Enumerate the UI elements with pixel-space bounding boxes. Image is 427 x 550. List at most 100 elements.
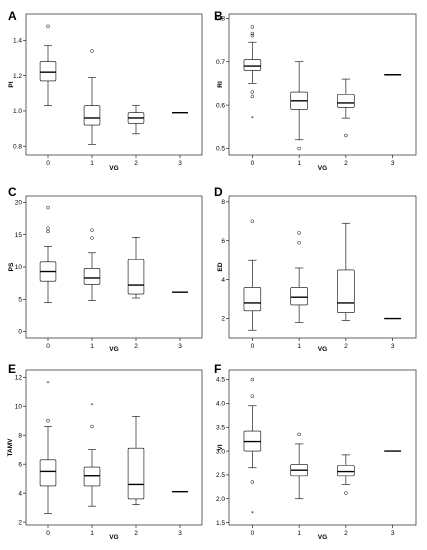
box-iqr (39, 61, 57, 82)
y-axis-label: PI (8, 81, 15, 87)
outlier-point (344, 491, 348, 495)
box-iqr (127, 258, 145, 295)
x-tick-label: 2 (344, 530, 348, 537)
outlier-point (250, 90, 255, 94)
x-tick-label: 0 (46, 160, 50, 167)
outlier-point (297, 146, 301, 151)
panel-d: D 2 4 6 8 0 1 2 3 VG ED (214, 185, 417, 353)
outlier-point (250, 25, 255, 29)
box-group-vg-2 (127, 105, 145, 135)
y-tick-label: 1.0 (13, 108, 22, 115)
x-tick-label: 1 (297, 160, 301, 167)
x-tick-label: 2 (134, 530, 138, 537)
y-tick-label: 20 (15, 200, 23, 207)
box-group-vg-2 (337, 454, 355, 495)
box-group-vg-2 (127, 416, 145, 506)
x-tick-label: 1 (90, 343, 94, 350)
y-tick-label: 2.5 (216, 472, 225, 479)
box-iqr (337, 269, 355, 314)
box-iqr (243, 59, 262, 71)
y-tick-label: 0.5 (216, 146, 225, 153)
plot-frame (228, 13, 417, 156)
outlier-point (297, 432, 301, 437)
y-tick-label: 0.8 (13, 143, 22, 150)
box-group-vg-0: * (243, 25, 262, 122)
x-tick-label: 2 (134, 160, 138, 167)
y-tick-label: 10 (15, 403, 23, 410)
outlier-point (46, 229, 50, 234)
box-iqr (39, 459, 57, 487)
x-tick-label: 3 (178, 530, 182, 537)
y-tick-label: 8 (18, 432, 22, 439)
y-tick-label: 4.5 (216, 377, 225, 384)
box-group-vg-1: * (83, 403, 101, 507)
x-tick-label: 3 (391, 343, 395, 350)
x-axis-label: VG (318, 534, 327, 541)
box-group-vg-0 (243, 219, 262, 331)
box-group-vg-1 (83, 228, 101, 301)
panel-letter: B (214, 9, 223, 23)
extreme-point: * (251, 511, 254, 517)
box-iqr (337, 465, 355, 477)
y-tick-label: 2 (221, 316, 225, 323)
y-tick-label: 4.0 (216, 401, 225, 408)
y-tick-label: 10 (15, 264, 23, 271)
box-group-vg-0 (39, 205, 57, 303)
y-tick-label: 6 (221, 238, 225, 245)
box-group-vg-0: * (39, 381, 57, 514)
outlier-point (250, 377, 255, 382)
y-tick-label: 15 (15, 232, 23, 239)
outlier-point (344, 133, 348, 138)
outlier-point (250, 31, 255, 36)
x-tick-label: 0 (251, 530, 255, 537)
panel-letter: C (8, 185, 17, 199)
x-tick-label: 1 (90, 530, 94, 537)
box-group-vg-0: * (243, 377, 262, 517)
box-iqr (337, 93, 355, 108)
y-tick-label: 0.8 (216, 16, 225, 23)
panel-b: B 0.5 0.6 0.7 0.8 0 1 2 3 VG RI * (214, 9, 417, 172)
plot-frame (25, 369, 203, 526)
y-tick-label: 3.0 (216, 448, 225, 455)
x-tick-label: 3 (178, 343, 182, 350)
box-group-vg-2 (127, 237, 145, 299)
box-iqr (83, 267, 101, 285)
outlier-point (250, 219, 255, 224)
outlier-point (250, 394, 255, 398)
outlier-point (250, 94, 255, 99)
y-tick-label: 2.0 (216, 496, 225, 503)
box-group-vg-1 (290, 231, 308, 323)
y-tick-label: 1.5 (216, 520, 225, 527)
x-tick-label: 0 (251, 343, 255, 350)
x-tick-label: 2 (344, 160, 348, 167)
panel-letter: F (214, 362, 221, 376)
outlier-point (250, 480, 255, 484)
box-iqr (127, 447, 145, 500)
y-tick-label: 1.2 (13, 73, 22, 80)
outlier-point (297, 240, 301, 245)
outlier-point (90, 424, 94, 429)
x-axis-label: VG (109, 346, 118, 353)
panel-letter: D (214, 185, 223, 199)
x-tick-label: 1 (297, 530, 301, 537)
y-tick-label: 1.4 (13, 38, 22, 45)
outlier-point (90, 49, 94, 53)
extreme-point: * (91, 403, 94, 409)
panel-c: C 0 5 10 15 20 0 1 2 3 VG PS (8, 185, 203, 353)
y-tick-label: 4 (221, 277, 225, 284)
panel-f: F 1.5 2.0 2.5 3.0 3.5 4.0 4.5 0 1 2 3 VG VI * (214, 362, 417, 541)
y-tick-label: 2 (18, 519, 22, 526)
y-axis-label: RI (217, 81, 224, 88)
x-tick-label: 2 (344, 343, 348, 350)
x-tick-label: 0 (46, 343, 50, 350)
y-axis-label: PS (8, 262, 15, 271)
x-tick-label: 3 (178, 160, 182, 167)
outlier-point (297, 231, 301, 235)
x-axis-label: VG (318, 165, 327, 172)
extreme-point: * (251, 116, 254, 122)
x-axis-label: VG (109, 165, 118, 172)
panel-letter: A (8, 9, 17, 23)
y-tick-label: 12 (15, 374, 23, 381)
extreme-point: * (47, 381, 50, 387)
